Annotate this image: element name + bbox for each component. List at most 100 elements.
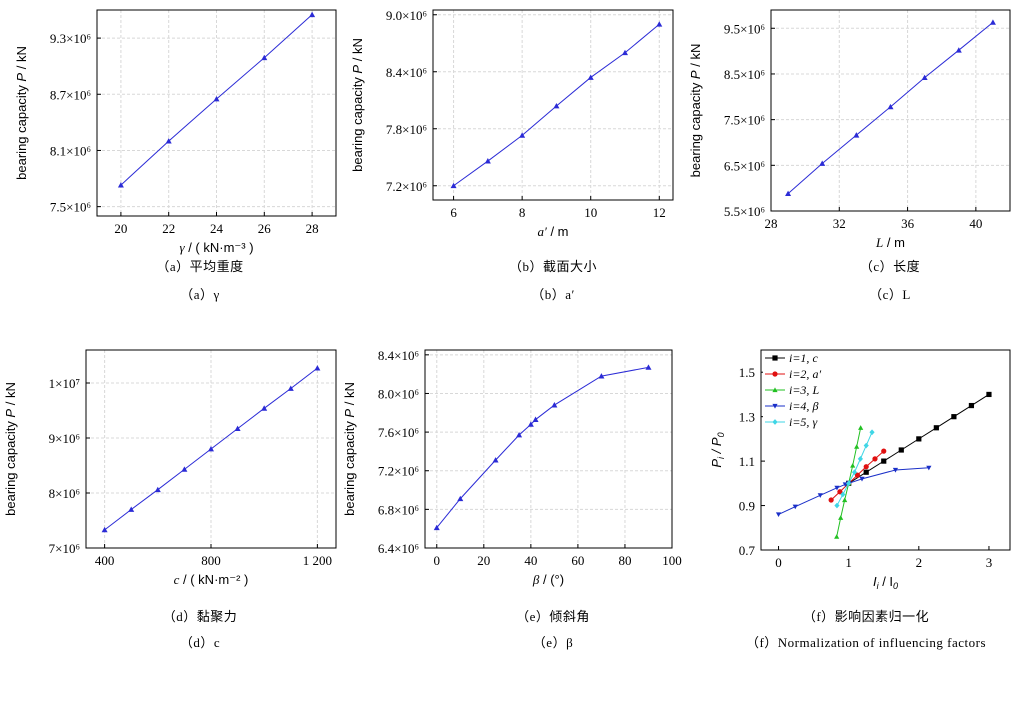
legend-marker [772, 403, 778, 409]
y-tick-label: 7×10⁶ [49, 541, 80, 556]
y-tick-label: 8.1×10⁶ [50, 143, 91, 158]
y-tick-label: 8.0×10⁶ [378, 386, 419, 401]
data-point [519, 132, 526, 138]
data-point [846, 480, 852, 487]
data-point [853, 132, 860, 138]
data-point [532, 416, 539, 422]
y-tick-label: 1.3 [739, 410, 755, 425]
x-axis-label-unit: / ( kN·m⁻² ) [179, 572, 248, 587]
data-point [622, 49, 628, 56]
x-tick-label: 20 [114, 221, 127, 236]
y-tick-label: 6.5×10⁶ [724, 158, 765, 173]
x-tick-label: 1 [845, 555, 852, 570]
data-point [457, 495, 464, 502]
x-tick-label: 400 [95, 553, 115, 568]
x-axis-label-unit: / (°) [539, 572, 564, 587]
y-axis-label-unit: / kN [3, 382, 18, 409]
x-tick-label: 80 [618, 553, 631, 568]
legend-label-var: γ [812, 415, 817, 429]
data-point [863, 442, 869, 449]
data-point [309, 11, 316, 18]
x-tick-label: 20 [477, 553, 490, 568]
x-tick-label: 12 [653, 205, 666, 220]
data-point [898, 447, 904, 453]
y-axis-label-var: P [688, 70, 703, 79]
y-axis-label-unit: / kN [350, 38, 365, 65]
y-axis-label-sub: 0 [716, 432, 726, 437]
x-axis-label-var: a′ [537, 224, 547, 239]
data-point [234, 425, 241, 432]
data-point [837, 489, 843, 495]
x-axis-label-unit: / ( kN·m⁻³ ) [185, 240, 254, 255]
y-tick-label: 8×10⁶ [49, 486, 80, 501]
data-point [881, 448, 887, 454]
data-point [261, 54, 268, 61]
y-tick-label: 7.6×10⁶ [378, 425, 419, 440]
y-tick-label: 7.5×10⁶ [724, 113, 765, 128]
caption-en-b: （b）a′ [531, 287, 575, 302]
data-point [834, 534, 840, 539]
x-axis-label: a′ / m [537, 224, 568, 239]
data-point [433, 524, 440, 531]
data-point [859, 476, 865, 482]
x-axis-label-unit: / m [547, 224, 569, 239]
data-point [828, 497, 834, 503]
y-axis-label: bearing capacity P / kN [3, 382, 18, 516]
caption-cn-e: （e）倾斜角 [516, 609, 590, 624]
y-axis-label-text: bearing capacity [342, 418, 357, 516]
x-tick-label: 60 [571, 553, 584, 568]
x-axis-label: c / ( kN·m⁻² ) [174, 572, 249, 587]
plot-frame [770, 9, 1011, 212]
x-tick-label: 100 [662, 553, 682, 568]
data-point [858, 425, 864, 430]
x-tick-label: 32 [833, 216, 846, 231]
caption-en-a: （a）γ [180, 287, 220, 302]
x-axis-label-var: L [875, 235, 883, 250]
y-axis-label-var: P [350, 65, 365, 74]
y-tick-label: 9.0×10⁶ [386, 8, 427, 23]
x-tick-label: 1 200 [303, 553, 332, 568]
plot-frame [760, 349, 1011, 551]
x-axis-label-var: γ [179, 240, 185, 255]
x-tick-label: 0 [434, 553, 441, 568]
y-tick-label: 1.1 [739, 454, 755, 469]
caption-cn-c: （c）长度 [859, 259, 921, 274]
data-point [817, 493, 823, 498]
x-tick-label: 22 [162, 221, 175, 236]
y-tick-label: 9.5×10⁶ [724, 21, 765, 36]
x-tick-label: 24 [210, 221, 224, 236]
y-axis-label-sub: i [716, 456, 726, 459]
legend-marker [772, 419, 778, 425]
data-point [863, 464, 869, 470]
data-point [656, 21, 663, 27]
x-axis-label: Ii / I0 [873, 574, 898, 591]
data-point [933, 425, 939, 431]
data-point [287, 385, 294, 391]
caption-en-d: （d）c [179, 635, 221, 650]
y-tick-label: 1.5 [739, 365, 755, 380]
y-tick-label: 7.5×10⁶ [50, 200, 91, 215]
caption-cn-b: （b）截面大小 [508, 259, 597, 274]
data-point [854, 444, 860, 449]
data-point [989, 19, 996, 25]
data-point [261, 405, 268, 411]
data-point [587, 74, 594, 80]
data-point [834, 502, 840, 509]
x-tick-label: 28 [765, 216, 778, 231]
data-point [834, 485, 840, 491]
x-axis-label: L / m [875, 235, 905, 250]
data-point [863, 469, 869, 475]
data-point [181, 466, 188, 472]
legend-marker [772, 371, 778, 377]
y-axis-label-text: bearing capacity [688, 79, 703, 177]
data-point [854, 472, 861, 478]
data-point [598, 373, 605, 379]
x-axis-label-rest: / I [879, 574, 893, 589]
